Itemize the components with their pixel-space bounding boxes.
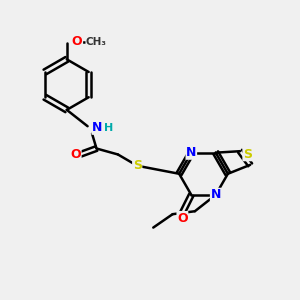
Text: S: S xyxy=(243,148,252,161)
Text: O: O xyxy=(70,148,81,161)
Text: CH₃: CH₃ xyxy=(86,37,107,46)
Text: S: S xyxy=(133,159,142,172)
Text: N: N xyxy=(92,121,102,134)
Text: O: O xyxy=(72,35,83,48)
Text: H: H xyxy=(104,123,113,133)
Text: N: N xyxy=(186,146,196,159)
Text: O: O xyxy=(177,212,188,225)
Text: N: N xyxy=(211,188,221,201)
